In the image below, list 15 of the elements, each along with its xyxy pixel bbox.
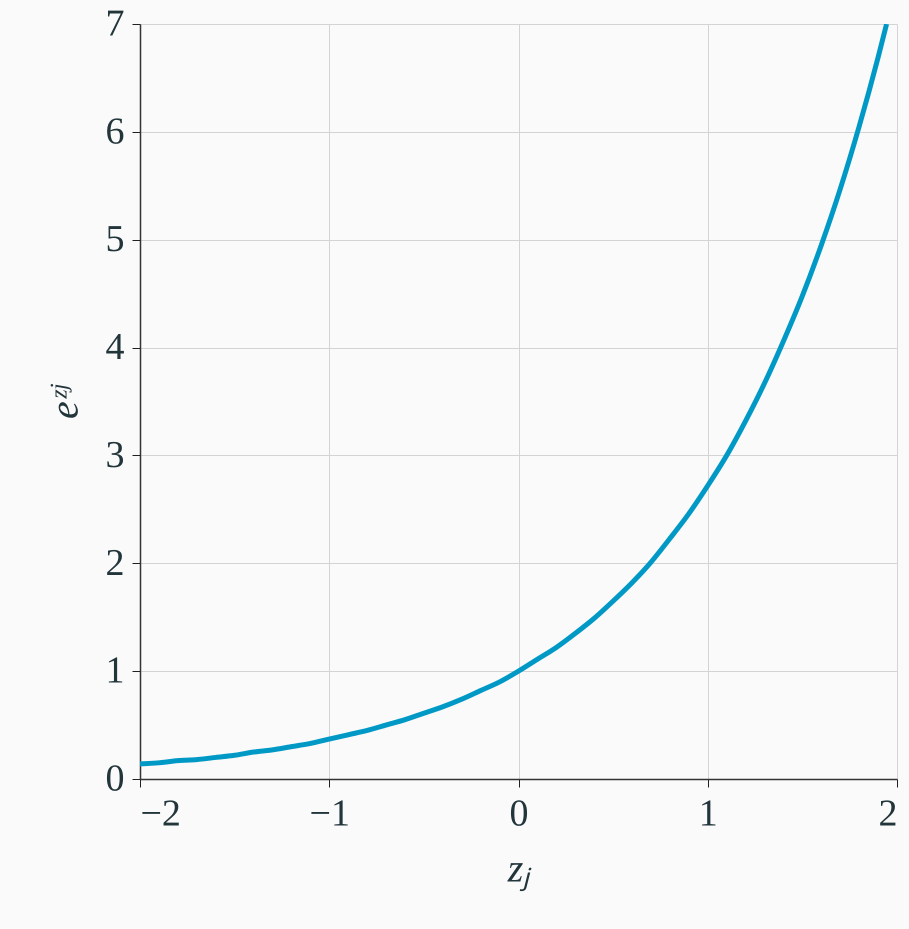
x-tick-label: 2	[878, 792, 898, 834]
y-tick-label: 4	[106, 326, 124, 368]
y-tick-label: 3	[106, 434, 124, 476]
y-axis-title: eᶻʲ	[42, 384, 86, 420]
x-tick-label: 1	[698, 792, 718, 834]
x-tick-label: −1	[310, 792, 350, 834]
y-tick-label: 7	[106, 2, 124, 44]
x-tick-label: −2	[140, 792, 181, 834]
y-tick-label: 5	[106, 218, 124, 260]
y-tick-label: 6	[106, 110, 124, 152]
x-tick-label: 0	[510, 792, 528, 834]
x-axis-title: zⱼ	[506, 846, 532, 892]
y-tick-label: 2	[106, 542, 124, 584]
y-tick-label: 1	[106, 650, 124, 692]
y-tick-label: 0	[106, 758, 124, 800]
